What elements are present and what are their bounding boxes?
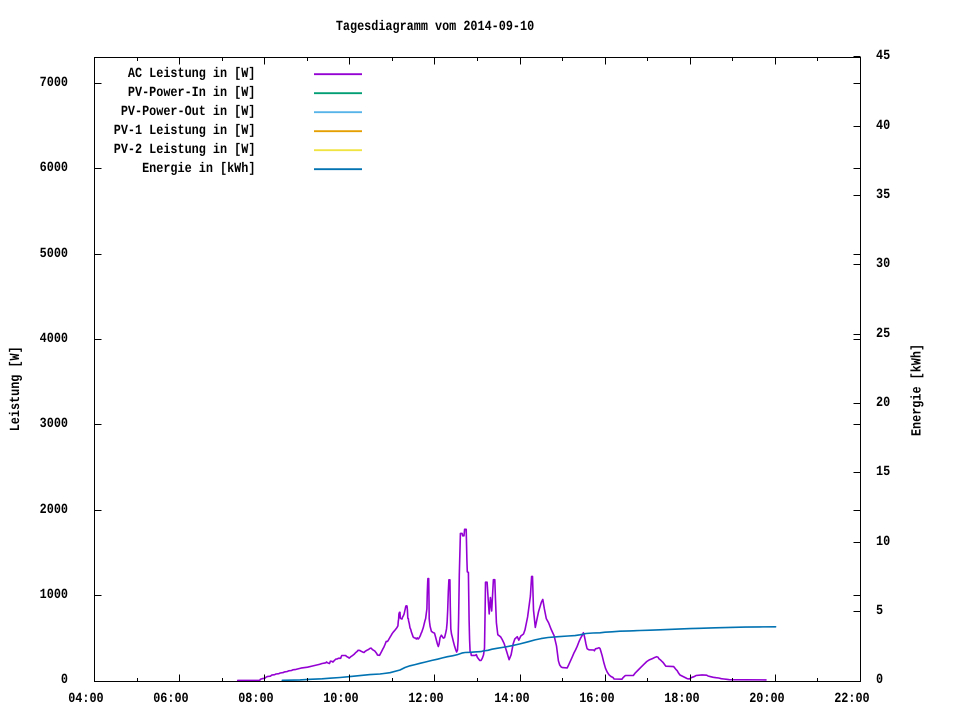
svg-text:10:00: 10:00 <box>323 691 358 707</box>
svg-text:35: 35 <box>876 187 890 203</box>
svg-text:0: 0 <box>61 672 68 688</box>
svg-text:40: 40 <box>876 118 890 134</box>
svg-text:06:00: 06:00 <box>153 691 188 707</box>
svg-text:16:00: 16:00 <box>579 691 614 707</box>
svg-text:7000: 7000 <box>40 75 68 91</box>
svg-text:20: 20 <box>876 395 890 411</box>
svg-text:20:00: 20:00 <box>749 691 784 707</box>
svg-text:6000: 6000 <box>40 160 68 176</box>
svg-text:15: 15 <box>876 464 890 480</box>
svg-text:PV-1 Leistung in [W]: PV-1 Leistung in [W] <box>114 123 256 139</box>
svg-text:4000: 4000 <box>40 331 68 347</box>
svg-text:18:00: 18:00 <box>664 691 699 707</box>
svg-text:30: 30 <box>876 256 890 272</box>
svg-text:AC Leistung in [W]: AC Leistung in [W] <box>128 66 255 82</box>
svg-text:3000: 3000 <box>40 416 68 432</box>
svg-text:45: 45 <box>876 48 890 64</box>
svg-text:PV-Power-In in [W]: PV-Power-In in [W] <box>128 85 255 101</box>
svg-text:Leistung [W]: Leistung [W] <box>8 346 24 431</box>
svg-text:Energie [kWh]: Energie [kWh] <box>909 344 925 436</box>
svg-text:04:00: 04:00 <box>68 691 103 707</box>
svg-text:0: 0 <box>876 672 883 688</box>
svg-text:Energie in [kWh]: Energie in [kWh] <box>142 161 255 177</box>
svg-text:22:00: 22:00 <box>834 691 869 707</box>
svg-text:12:00: 12:00 <box>408 691 443 707</box>
svg-text:25: 25 <box>876 326 890 342</box>
svg-text:2000: 2000 <box>40 502 68 518</box>
svg-text:PV-2 Leistung in [W]: PV-2 Leistung in [W] <box>114 142 256 158</box>
svg-text:08:00: 08:00 <box>238 691 273 707</box>
svg-text:PV-Power-Out in [W]: PV-Power-Out in [W] <box>121 104 256 120</box>
svg-text:10: 10 <box>876 534 890 550</box>
svg-text:5: 5 <box>876 603 883 619</box>
svg-text:5000: 5000 <box>40 246 68 262</box>
svg-text:14:00: 14:00 <box>494 691 529 707</box>
svg-text:Tagesdiagramm vom 2014-09-10: Tagesdiagramm vom 2014-09-10 <box>336 19 534 35</box>
svg-text:1000: 1000 <box>40 587 68 603</box>
